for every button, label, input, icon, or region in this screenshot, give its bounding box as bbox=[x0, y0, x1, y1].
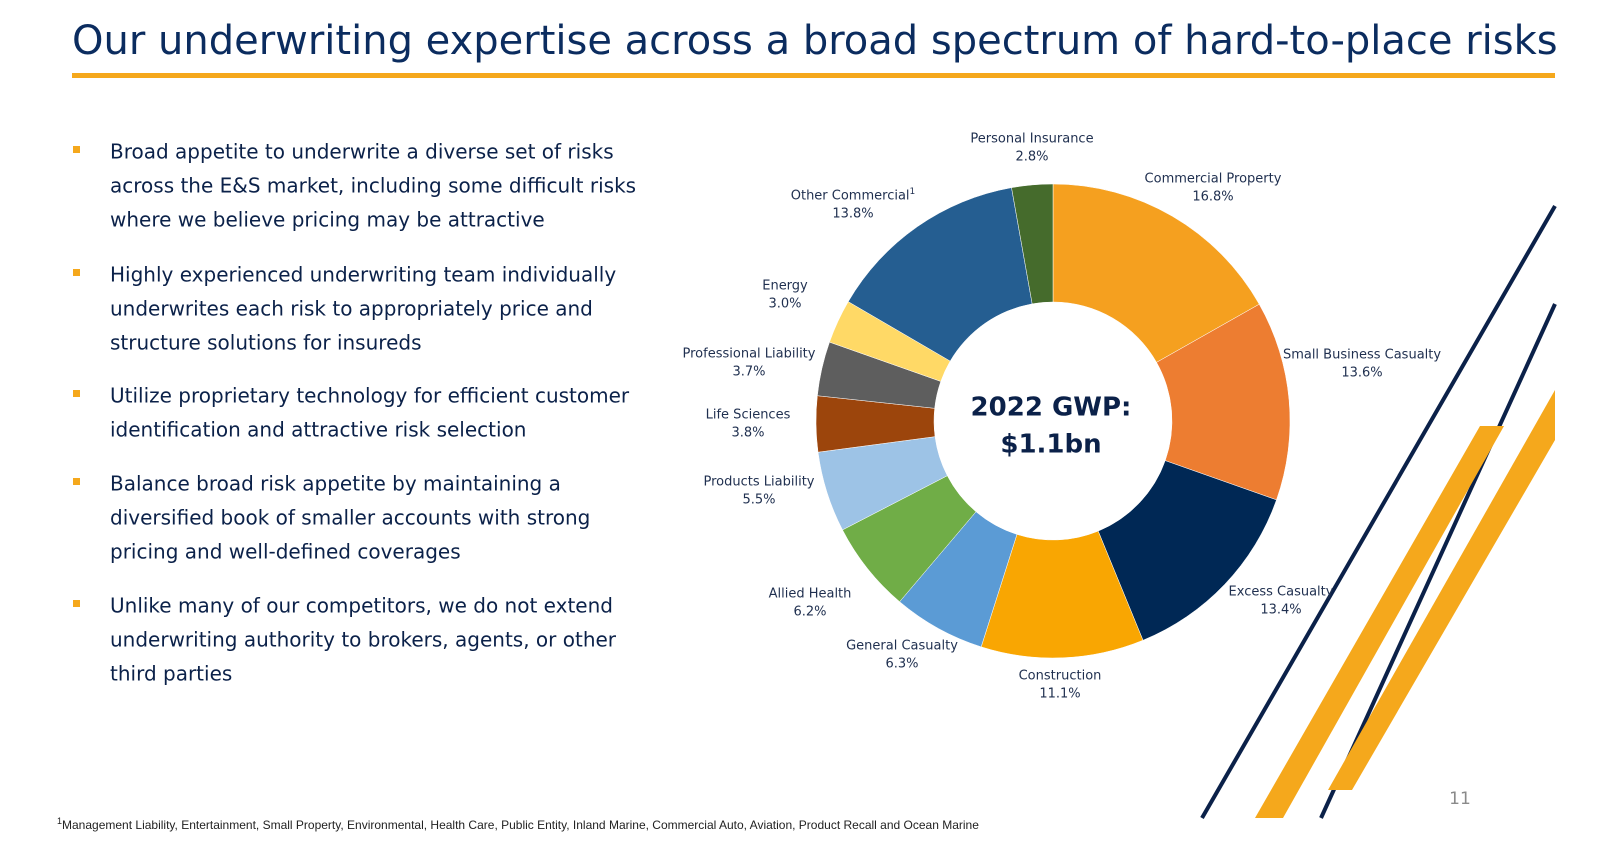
slice-value-label: 13.4% bbox=[1260, 603, 1301, 618]
pie-slice bbox=[1011, 183, 1054, 305]
bullet-marker bbox=[73, 146, 80, 153]
deco-stripe bbox=[1200, 205, 1557, 819]
slice-label: Products Liability bbox=[704, 475, 815, 490]
slice-label: Professional Liability bbox=[683, 347, 816, 362]
bullet-text: pricing and well-defined coverages bbox=[110, 540, 461, 564]
page-number: 11 bbox=[1449, 789, 1471, 809]
slice-label: Other Commercial1 bbox=[791, 187, 916, 204]
slice-value-label: 13.8% bbox=[832, 207, 873, 222]
slice-value-label: 2.8% bbox=[1015, 150, 1048, 165]
slide-title: Our underwriting expertise across a broa… bbox=[72, 18, 1558, 64]
slice-label: Personal Insurance bbox=[970, 132, 1093, 147]
bullet-text: Unlike many of our competitors, we do no… bbox=[110, 594, 613, 618]
bullet-marker bbox=[73, 390, 80, 397]
deco-stripe bbox=[1255, 426, 1504, 818]
bullet-text: third parties bbox=[110, 662, 232, 686]
bullet-marker bbox=[73, 600, 80, 607]
footnote-text: Management Liability, Entertainment, Sma… bbox=[62, 818, 979, 832]
bullet-text: structure solutions for insureds bbox=[110, 331, 421, 355]
bullet-text: Utilize proprietary technology for effic… bbox=[110, 384, 630, 408]
pie-slice bbox=[847, 187, 1033, 362]
slice-label: Life Sciences bbox=[706, 408, 791, 423]
bullet-text: across the E&S market, including some di… bbox=[110, 174, 636, 198]
bullet-text: where we believe pricing may be attracti… bbox=[110, 208, 545, 232]
slice-label: General Casualty bbox=[846, 639, 958, 654]
bullet-text: underwrites each risk to appropriately p… bbox=[110, 297, 593, 321]
bullet-marker bbox=[73, 478, 80, 485]
slice-label: Allied Health bbox=[769, 587, 852, 602]
center-label: $1.1bn bbox=[1000, 430, 1101, 460]
slice-value-label: 6.2% bbox=[793, 605, 826, 620]
deco-stripe bbox=[1328, 390, 1555, 790]
bullet-text: diversified book of smaller accounts wit… bbox=[110, 506, 590, 530]
slice-value-label: 3.7% bbox=[732, 365, 765, 380]
slice-label: Construction bbox=[1019, 669, 1102, 684]
title-rule bbox=[72, 73, 1555, 78]
slice-value-label: 3.0% bbox=[768, 297, 801, 312]
footnote-marker: 1 bbox=[910, 187, 916, 197]
slice-value-label: 5.5% bbox=[742, 493, 775, 508]
bullet-text: Balance broad risk appetite by maintaini… bbox=[110, 472, 561, 496]
slice-value-label: 16.8% bbox=[1192, 190, 1233, 205]
footnote: 1Management Liability, Entertainment, Sm… bbox=[57, 816, 979, 832]
deco-stripe bbox=[1319, 303, 1557, 819]
slice-label: Commercial Property bbox=[1145, 172, 1282, 187]
slice-value-label: 11.1% bbox=[1039, 687, 1080, 702]
slice-value-label: 3.8% bbox=[731, 426, 764, 441]
bullet-text: Broad appetite to underwrite a diverse s… bbox=[110, 140, 614, 164]
slice-label: Energy bbox=[762, 279, 808, 294]
slice-label: Excess Casualty bbox=[1229, 585, 1334, 600]
bullet-text: identification and attractive risk selec… bbox=[110, 418, 526, 442]
slice-label: Small Business Casualty bbox=[1283, 348, 1441, 363]
slice-value-label: 13.6% bbox=[1341, 366, 1382, 381]
bullet-marker bbox=[73, 269, 80, 276]
bullet-text: underwriting authority to brokers, agent… bbox=[110, 628, 617, 652]
slice-value-label: 6.3% bbox=[885, 657, 918, 672]
bullet-text: Highly experienced underwriting team ind… bbox=[110, 263, 616, 287]
pie-slice bbox=[1052, 183, 1260, 363]
center-label: 2022 GWP: bbox=[971, 393, 1132, 423]
footnote-marker: 1 bbox=[57, 816, 62, 826]
